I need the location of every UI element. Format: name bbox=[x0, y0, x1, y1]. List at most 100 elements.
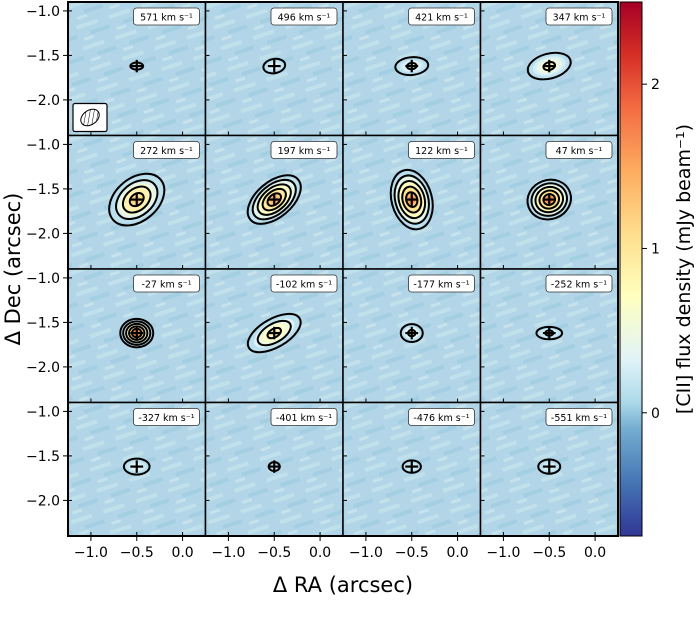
contour-line bbox=[122, 320, 152, 346]
colorbar-tick-label: 1 bbox=[651, 241, 660, 257]
x-tick-label: −0.5 bbox=[257, 545, 291, 561]
velocity-label-box bbox=[408, 408, 475, 426]
y-tick-label: −1.0 bbox=[26, 4, 60, 20]
x-tick-label: 0.0 bbox=[446, 545, 468, 561]
y-tick-label: −2.0 bbox=[26, 360, 60, 376]
contour-line bbox=[389, 168, 434, 231]
channel-panel: -102 km s⁻¹ bbox=[204, 268, 344, 404]
velocity-label-box bbox=[270, 141, 338, 159]
contour-line bbox=[397, 180, 427, 220]
y-tick-label: −1.5 bbox=[26, 48, 60, 64]
channel-panel: 122 km s⁻¹ bbox=[342, 134, 482, 270]
velocity-label: -27 km s⁻¹ bbox=[141, 280, 191, 291]
velocity-label: 197 km s⁻¹ bbox=[278, 146, 331, 157]
colorbar-gradient bbox=[619, 1, 643, 537]
colorbar-tick-label: 0 bbox=[651, 406, 660, 422]
contour-line bbox=[256, 319, 292, 347]
y-tick-label: −1.0 bbox=[26, 271, 60, 287]
contour-line bbox=[393, 174, 430, 225]
channel-panel: -401 km s⁻¹ bbox=[204, 401, 344, 537]
x-tick-label: −1.0 bbox=[349, 545, 383, 561]
y-tick-label: −2.0 bbox=[26, 226, 60, 242]
contour-line bbox=[405, 191, 419, 208]
velocity-label-box bbox=[408, 7, 475, 26]
x-tick-label: 0.0 bbox=[584, 545, 606, 561]
velocity-label: 496 km s⁻¹ bbox=[278, 13, 331, 24]
velocity-label-box bbox=[545, 7, 613, 26]
channel-panel: 47 km s⁻¹ bbox=[479, 134, 619, 270]
contour-line bbox=[251, 178, 297, 221]
contour-line bbox=[538, 189, 561, 210]
velocity-label-box bbox=[545, 408, 613, 426]
colorbar: 0 1 2 [CII] flux density (mJy beam⁻¹) bbox=[619, 1, 695, 537]
velocity-label: 47 km s⁻¹ bbox=[556, 146, 603, 157]
colorbar-tick-label: 2 bbox=[651, 77, 660, 93]
contour-line bbox=[246, 174, 302, 225]
velocity-label: -551 km s⁻¹ bbox=[551, 413, 607, 424]
velocity-label: 571 km s⁻¹ bbox=[140, 13, 193, 24]
contour-line bbox=[115, 179, 159, 221]
contour-line bbox=[394, 56, 430, 77]
contour-line bbox=[128, 325, 146, 341]
velocity-label-box bbox=[545, 274, 613, 293]
channel-panel: 197 km s⁻¹ bbox=[204, 134, 344, 270]
y-tick-label: −1.5 bbox=[26, 182, 60, 198]
velocity-label-box bbox=[133, 141, 200, 159]
x-tick-label: −0.5 bbox=[532, 545, 566, 561]
x-tick-label: −1.0 bbox=[74, 545, 108, 561]
channel-panel: 496 km s⁻¹ bbox=[204, 1, 344, 137]
x-tick-label: 0.0 bbox=[309, 545, 331, 561]
contour-line bbox=[125, 322, 149, 344]
contour-line bbox=[534, 185, 565, 214]
beam-ellipse bbox=[80, 108, 100, 127]
y-axis-label: Δ Dec (arcsec) bbox=[1, 193, 25, 346]
y-tick-label: −2.0 bbox=[26, 93, 60, 109]
contour-line bbox=[401, 185, 423, 214]
velocity-label: 122 km s⁻¹ bbox=[415, 146, 468, 157]
colorbar-ticks: 0 1 2 bbox=[642, 77, 660, 422]
velocity-label-box bbox=[133, 7, 200, 26]
contour-line bbox=[542, 193, 557, 206]
channel-panel: 571 km s⁻¹ bbox=[67, 1, 207, 137]
channel-panel: -476 km s⁻¹ bbox=[342, 401, 482, 537]
contour-line bbox=[121, 185, 152, 214]
velocity-label: 347 km s⁻¹ bbox=[553, 13, 606, 24]
y-tick-label: −1.5 bbox=[26, 449, 60, 465]
velocity-label-box bbox=[133, 408, 200, 426]
y-tick-label: −2.0 bbox=[26, 493, 60, 509]
y-tick-label: −1.5 bbox=[26, 315, 60, 331]
velocity-label: -401 km s⁻¹ bbox=[276, 413, 332, 424]
axes-layer: −1.0 −1.5 −2.0 −1.0 −1.5 −2.0 −1.0 −1.5 −2.0 −1.0… bbox=[26, 1, 619, 561]
contour-line bbox=[122, 457, 151, 476]
contour-line bbox=[526, 178, 572, 221]
x-tick-label: −0.5 bbox=[395, 545, 429, 561]
velocity-label-box bbox=[270, 7, 338, 26]
channel-panel: -27 km s⁻¹ bbox=[67, 268, 207, 404]
velocity-label: 272 km s⁻¹ bbox=[140, 146, 193, 157]
contour-line bbox=[108, 172, 166, 227]
contour-line bbox=[266, 192, 282, 207]
contour-line bbox=[266, 326, 282, 340]
velocity-label: 421 km s⁻¹ bbox=[415, 13, 468, 24]
velocity-label: -177 km s⁻¹ bbox=[413, 280, 469, 291]
x-tick-label: 0.0 bbox=[171, 545, 193, 561]
channel-panel: -252 km s⁻¹ bbox=[479, 268, 619, 404]
channel-panel: 272 km s⁻¹ bbox=[67, 134, 207, 270]
contour-line bbox=[128, 191, 145, 208]
contour-line bbox=[399, 323, 424, 343]
contour-line bbox=[261, 187, 287, 212]
channel-panel: -551 km s⁻¹ bbox=[479, 401, 619, 537]
contour-line bbox=[526, 51, 572, 81]
velocity-label: -252 km s⁻¹ bbox=[551, 280, 607, 291]
colorbar-label: [CII] flux density (mJy beam⁻¹) bbox=[673, 124, 695, 414]
contour-line bbox=[537, 458, 562, 475]
y-tick-label: −1.0 bbox=[26, 137, 60, 153]
velocity-label: -476 km s⁻¹ bbox=[413, 413, 469, 424]
y-tick-label: −1.0 bbox=[26, 404, 60, 420]
x-tick-label: −0.5 bbox=[120, 545, 154, 561]
velocity-label: -327 km s⁻¹ bbox=[138, 413, 194, 424]
velocity-label-box bbox=[270, 274, 338, 293]
channel-panel: -327 km s⁻¹ bbox=[67, 401, 207, 537]
